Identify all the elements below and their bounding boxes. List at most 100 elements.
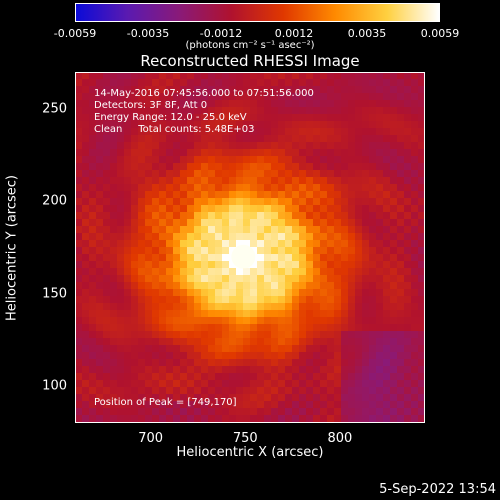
heatmap-cell [404,254,412,262]
heatmap-cell [369,100,377,108]
heatmap-cell [103,366,111,374]
heatmap-cell [166,303,174,311]
heatmap-cell [187,226,195,234]
heatmap-cell [320,149,328,157]
heatmap-cell [229,394,237,402]
heatmap-cell [299,310,307,318]
heatmap-cell [187,247,195,255]
heatmap-cell [292,121,300,129]
heatmap-cell [173,79,181,87]
heatmap-cell [145,191,153,199]
heatmap-cell [222,170,230,178]
heatmap-cell [173,149,181,157]
heatmap-cell [390,170,398,178]
heatmap-cell [306,324,314,332]
heatmap-cell [411,380,419,388]
heatmap-cell [397,212,405,220]
heatmap-cell [201,324,209,332]
heatmap-cell [397,198,405,206]
heatmap-cell [390,219,398,227]
heatmap-cell [411,359,419,367]
heatmap-cell [138,100,146,108]
heatmap-cell [194,163,202,171]
heatmap-cell [299,394,307,402]
heatmap-cell [278,289,286,297]
heatmap-cell [320,163,328,171]
heatmap-cell [152,142,160,150]
heatmap-cell [264,163,272,171]
heatmap-cell [383,86,391,94]
heatmap-cell [271,79,279,87]
heatmap-cell [201,226,209,234]
heatmap-cell [208,261,216,269]
heatmap-cell [96,191,104,199]
heatmap-cell [390,324,398,332]
heatmap-cell [299,331,307,339]
heatmap-cell [278,296,286,304]
heatmap-cell [376,289,384,297]
heatmap-cell [96,93,104,101]
heatmap-cell [201,86,209,94]
heatmap-cell [369,282,377,290]
heatmap-cell [369,212,377,220]
heatmap-cell [257,198,265,206]
heatmap-cell [285,163,293,171]
heatmap-cell [208,226,216,234]
heatmap-cell [229,135,237,143]
heatmap-cell [173,219,181,227]
heatmap-cell [383,100,391,108]
heatmap-cell [320,233,328,241]
heatmap-cell [320,107,328,115]
heatmap-cell [208,177,216,185]
heatmap-cell [110,121,118,129]
heatmap-cell [264,212,272,220]
heatmap-cell [411,184,419,192]
heatmap-cell [341,296,349,304]
heatmap-cell [159,366,167,374]
heatmap-cell [271,373,279,381]
heatmap-cell [131,79,139,87]
heatmap-cell [355,198,363,206]
heatmap-cell [75,212,83,220]
heatmap-cell [257,401,265,409]
heatmap-cell [250,366,258,374]
heatmap-cell [341,240,349,248]
heatmap-cell [173,93,181,101]
heatmap-cell [89,275,97,283]
heatmap-cell [145,142,153,150]
heatmap-cell [124,86,132,94]
heatmap-cell [145,198,153,206]
heatmap-cell [348,86,356,94]
heatmap-cell [292,135,300,143]
heatmap-cell [334,380,342,388]
heatmap-cell [362,366,370,374]
heatmap-cell [201,373,209,381]
heatmap-cell [369,170,377,178]
heatmap-cell [173,359,181,367]
heatmap-cell [96,345,104,353]
heatmap-cell [89,191,97,199]
heatmap-cell [82,100,90,108]
heatmap-cell [306,226,314,234]
heatmap-cell [89,247,97,255]
heatmap-cell [320,415,328,423]
heatmap-cell [362,247,370,255]
heatmap-cell [208,275,216,283]
heatmap-cell [299,149,307,157]
heatmap-cell [404,268,412,276]
heatmap-cell [89,359,97,367]
heatmap-cell [257,247,265,255]
heatmap-cell [257,177,265,185]
heatmap-cell [334,373,342,381]
heatmap-cell [320,93,328,101]
heatmap-cell [390,289,398,297]
heatmap-cell [355,401,363,409]
heatmap-cell [271,226,279,234]
heatmap-cell [103,121,111,129]
heatmap-cell [96,233,104,241]
heatmap-cell [82,240,90,248]
heatmap-cell [418,79,425,87]
heatmap-cell [292,198,300,206]
heatmap-cell [271,212,279,220]
heatmap-cell [411,233,419,241]
